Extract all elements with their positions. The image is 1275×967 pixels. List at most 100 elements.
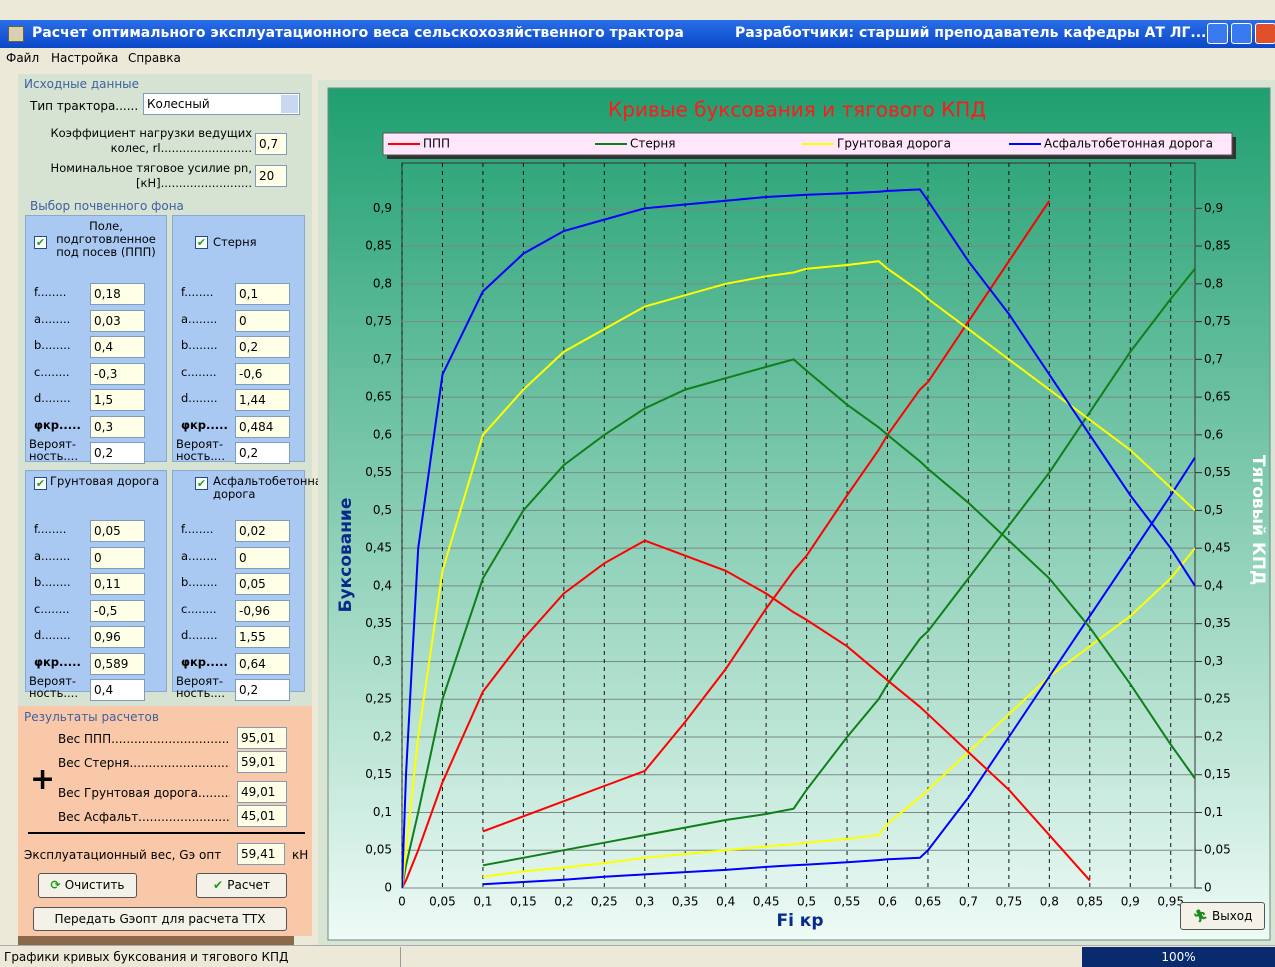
result-value[interactable]: 95,01 <box>237 727 287 749</box>
status-text: Графики кривых буксования и тягового КПД <box>4 950 288 964</box>
text-input[interactable]: 0,7 <box>255 133 287 155</box>
checkbox[interactable]: ✔ <box>34 236 47 249</box>
param-input[interactable]: 0 <box>90 547 145 569</box>
calculate-button[interactable]: ✔ Расчет <box>196 873 287 898</box>
text-input[interactable]: 20 <box>255 165 287 187</box>
checkbox[interactable]: ✔ <box>34 477 47 490</box>
chart-title: Кривые буксования и тягового КПД <box>608 98 986 122</box>
result-label: Вес Грунтовая дорога.......... <box>58 786 230 800</box>
param-input[interactable]: 0,2 <box>235 679 290 701</box>
y-tick-label: 0,2 <box>373 729 392 743</box>
param-input[interactable]: -0,3 <box>90 363 145 385</box>
param-label: f........ <box>181 523 213 535</box>
param-label: c........ <box>34 603 70 615</box>
total-value[interactable]: 59,41 <box>237 843 285 865</box>
param-input[interactable]: 0,2 <box>235 442 290 464</box>
y-tick-label: 0,75 <box>365 314 392 328</box>
param-input[interactable]: 0,4 <box>90 679 145 701</box>
result-value[interactable]: 49,01 <box>237 781 287 803</box>
tractor-select[interactable]: Колесный <box>143 93 300 115</box>
x-tick-label: 0,05 <box>429 895 456 909</box>
icon: ✔ <box>213 878 227 892</box>
soil-box: ✔Грунтовая дорогаf........0,05a........0… <box>25 470 167 692</box>
progress-text: 100% <box>1161 950 1195 964</box>
status-bar: Графики кривых буксования и тягового КПД… <box>0 945 1275 967</box>
param-input[interactable]: 0 <box>235 547 290 569</box>
param-label: b........ <box>34 339 71 351</box>
y2-tick-label: 0,7 <box>1204 352 1223 366</box>
transfer-button[interactable]: Передать Gэопт для расчета ТТХ <box>33 907 287 931</box>
param-label: b........ <box>181 576 218 588</box>
close-button[interactable] <box>1255 23 1275 44</box>
menu-item[interactable]: Настройка <box>51 51 118 65</box>
menu-item[interactable]: Справка <box>128 51 181 65</box>
param-input[interactable]: 0,96 <box>90 626 145 648</box>
param-input[interactable]: -0,6 <box>235 363 290 385</box>
window-developers: Разработчики: старший преподаватель кафе… <box>735 25 1206 41</box>
checkbox[interactable]: ✔ <box>195 236 208 249</box>
y2-tick-label: 0,15 <box>1204 767 1231 781</box>
param-label: f........ <box>34 523 66 535</box>
button-label: Очистить <box>65 878 125 892</box>
clear-button[interactable]: ⟳ Очистить <box>38 873 137 898</box>
param-label: f........ <box>181 286 213 298</box>
param-input[interactable]: 0,03 <box>90 310 145 332</box>
param-input[interactable]: 0,05 <box>90 520 145 542</box>
param-input[interactable]: 0,2 <box>235 336 290 358</box>
param-input[interactable]: 0,2 <box>90 442 145 464</box>
menu-item[interactable]: Файл <box>6 51 39 65</box>
param-input[interactable]: 0,3 <box>90 416 145 438</box>
chart: Кривые буксования и тягового КПД Буксова… <box>318 80 1275 945</box>
param-input[interactable]: 0,02 <box>235 520 290 542</box>
y-tick-label: 0,8 <box>373 276 392 290</box>
y2-tick-label: 0,55 <box>1204 465 1231 479</box>
y2-tick-label: 0,2 <box>1204 729 1223 743</box>
param-input[interactable]: 0,4 <box>90 336 145 358</box>
param-label: φкр..... <box>181 419 228 431</box>
param-input[interactable]: 1,5 <box>90 389 145 411</box>
legend-label: Асфальтобетонная дорога <box>1044 137 1213 151</box>
param-input[interactable]: 0,589 <box>90 653 145 675</box>
param-label: d........ <box>181 629 218 641</box>
param-label: φкр..... <box>34 656 81 668</box>
param-input[interactable]: 0,484 <box>235 416 290 438</box>
minimize-button[interactable] <box>1207 23 1228 44</box>
param-input[interactable]: 0 <box>235 310 290 332</box>
y2-tick-label: 0,1 <box>1204 805 1223 819</box>
param-input[interactable]: 0,18 <box>90 283 145 305</box>
section-header: Исходные данные <box>24 77 139 91</box>
exit-button[interactable]: 🏃︎ Выход <box>1180 902 1265 930</box>
x-tick-label: 0,3 <box>635 895 654 909</box>
field-label: Коэффициент нагрузки ведущих колес, rl..… <box>24 126 252 158</box>
dropdown-arrow[interactable] <box>281 95 298 113</box>
y2-tick-label: 0,3 <box>1204 654 1223 668</box>
y2-tick-label: 0,8 <box>1204 276 1223 290</box>
x-axis-label: Fi кр <box>776 911 823 931</box>
results-panel: Результаты расчетов + Эксплуатационный в… <box>18 706 312 936</box>
icon: ⟳ <box>50 878 64 892</box>
app-window: Расчет оптимального эксплуатационного ве… <box>0 0 1275 967</box>
result-value[interactable]: 45,01 <box>237 805 287 827</box>
y-axis-label: Буксование <box>336 498 356 613</box>
param-input[interactable]: -0,5 <box>90 600 145 622</box>
param-input[interactable]: 1,55 <box>235 626 290 648</box>
app-icon <box>8 26 24 42</box>
param-label: b........ <box>34 576 71 588</box>
param-input[interactable]: 0,64 <box>235 653 290 675</box>
x-tick-label: 0,9 <box>1121 895 1140 909</box>
result-value[interactable]: 59,01 <box>237 751 287 773</box>
checkbox[interactable]: ✔ <box>195 477 208 490</box>
param-label: d........ <box>34 629 71 641</box>
param-input[interactable]: 0,05 <box>235 573 290 595</box>
legend-label: Стерня <box>630 137 675 151</box>
x-tick-label: 0,4 <box>716 895 735 909</box>
maximize-button[interactable] <box>1231 23 1252 44</box>
param-input[interactable]: 0,1 <box>235 283 290 305</box>
x-tick-label: 0,85 <box>1076 895 1103 909</box>
y-tick-label: 0,65 <box>365 390 392 404</box>
param-input[interactable]: 0,11 <box>90 573 145 595</box>
result-label: Вес ППП............................... <box>58 732 230 746</box>
param-input[interactable]: -0,96 <box>235 600 290 622</box>
param-input[interactable]: 1,44 <box>235 389 290 411</box>
